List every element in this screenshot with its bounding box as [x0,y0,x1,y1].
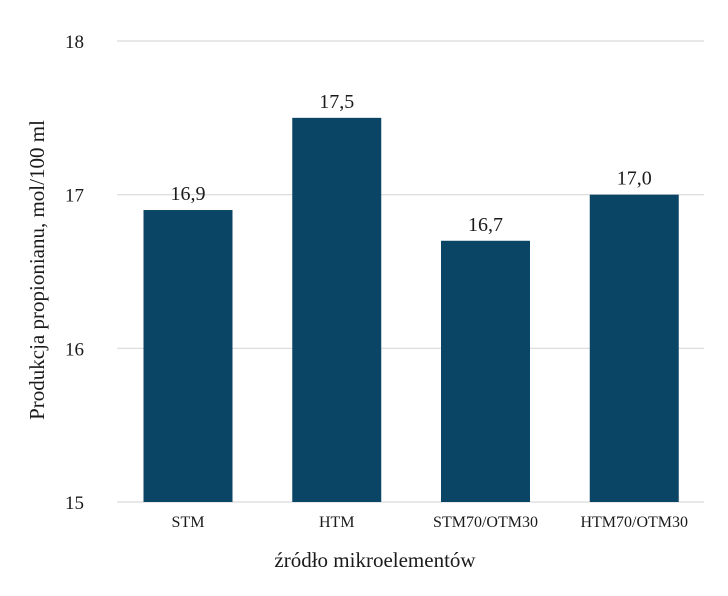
x-tick-label: HTM [319,514,355,531]
y-axis-ticks: 15 16 17 18 [65,32,84,514]
bar [292,117,382,502]
x-axis-ticks: STM HTM STM70/OTM30 HTM70/OTM30 [172,514,688,531]
x-tick-label: HTM70/OTM30 [580,514,688,531]
data-label: 17,0 [617,168,652,190]
x-axis-title: źródło mikroelementów [274,548,476,572]
data-label: 17,5 [319,91,354,113]
x-tick-label: STM [172,514,205,531]
y-tick-label: 16 [65,339,84,360]
y-tick-label: 18 [65,32,84,53]
y-tick-label: 17 [65,186,84,207]
data-label: 16,7 [468,214,503,236]
data-label: 16,9 [171,183,206,205]
bar [441,240,530,502]
data-labels: 16,9 17,5 16,7 17,0 [171,91,652,236]
y-tick-label: 15 [65,493,84,514]
x-tick-label: STM70/OTM30 [433,514,538,531]
bar [589,194,679,502]
bar [143,210,233,503]
y-axis-title: Produkcja propionianu, mol/100 ml [25,120,49,420]
bars [143,117,679,503]
